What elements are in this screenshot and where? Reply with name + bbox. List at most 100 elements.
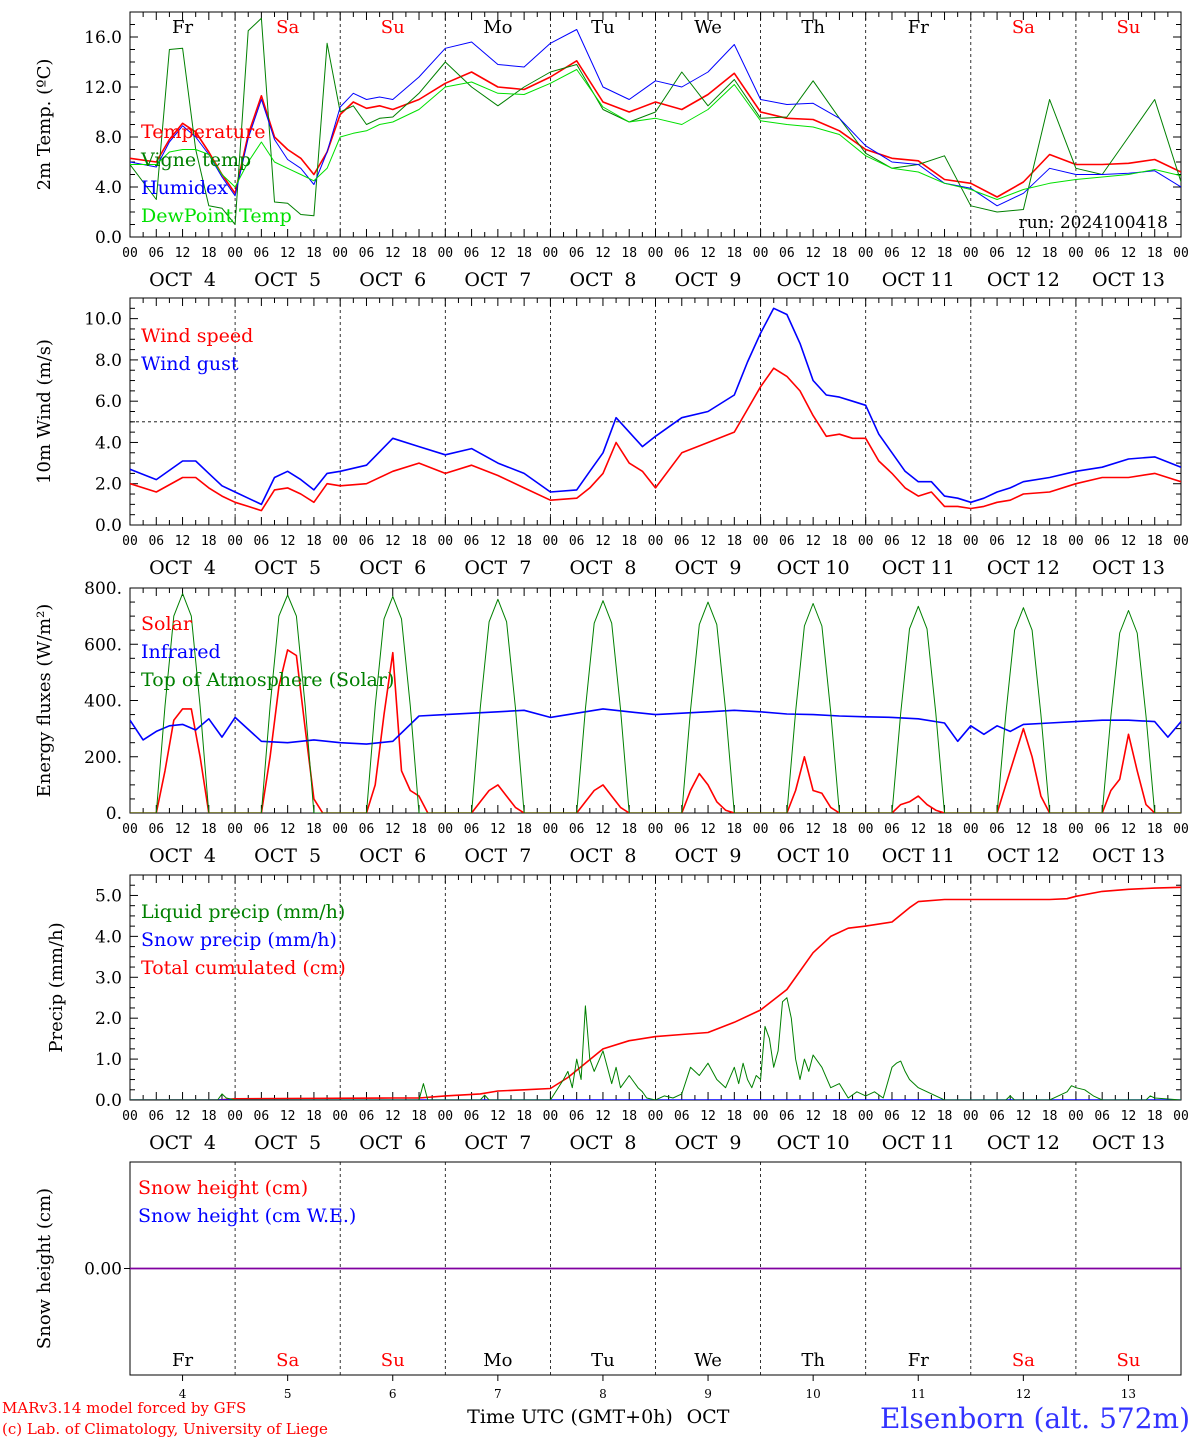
- weekday-label: Th: [801, 1350, 825, 1371]
- weekday-label: Mo: [483, 1350, 512, 1371]
- series-line-temperature: [130, 59, 1181, 198]
- hour-tick-label: 18: [832, 534, 848, 549]
- hour-tick-label: 12: [1121, 534, 1137, 549]
- date-label: OCT 13: [1092, 1132, 1165, 1154]
- hour-tick-label: 00: [963, 1109, 979, 1124]
- date-label: OCT 13: [1092, 845, 1165, 867]
- hour-tick-label: 12: [595, 822, 611, 837]
- day-number: 11: [911, 1387, 926, 1401]
- date-label: OCT 12: [987, 269, 1060, 291]
- hour-tick-label: 06: [464, 246, 480, 261]
- y-tick-label: 2.0: [95, 1009, 122, 1029]
- hour-tick-label: 12: [910, 822, 926, 837]
- hour-tick-label: 12: [1016, 822, 1032, 837]
- hour-tick-label: 12: [805, 822, 821, 837]
- hour-tick-label: 06: [359, 534, 375, 549]
- run-label: run: 2024100418: [1019, 213, 1168, 233]
- date-label: OCT 6: [359, 1132, 426, 1154]
- hour-tick-label: 00: [332, 246, 348, 261]
- hour-tick-label: 06: [674, 246, 690, 261]
- hour-tick-label: 12: [175, 1109, 191, 1124]
- date-label: OCT 10: [777, 1132, 850, 1154]
- hour-tick-label: 18: [1147, 246, 1163, 261]
- date-label: OCT 12: [987, 1132, 1060, 1154]
- hour-tick-label: 06: [884, 1109, 900, 1124]
- hour-tick-label: 00: [227, 534, 243, 549]
- hour-tick-label: 00: [1068, 534, 1084, 549]
- hour-tick-label: 00: [753, 246, 769, 261]
- hour-tick-label: 18: [306, 534, 322, 549]
- hour-tick-label: 00: [753, 534, 769, 549]
- series-layer: [130, 307, 1181, 512]
- hour-tick-label: 18: [201, 534, 217, 549]
- hour-tick-label: 00: [963, 246, 979, 261]
- hour-tick-label: 00: [543, 534, 559, 549]
- hour-tick-label: 00: [543, 246, 559, 261]
- hour-tick-label: 00: [858, 246, 874, 261]
- hour-tick-label: 06: [464, 1109, 480, 1124]
- hour-tick-label: 12: [280, 246, 296, 261]
- date-label: OCT 8: [569, 269, 636, 291]
- hour-tick-label: 12: [595, 534, 611, 549]
- weekday-label: Fr: [908, 17, 929, 38]
- date-label: OCT 4: [149, 1132, 216, 1154]
- y-axis-label: 10m Wind (m/s): [34, 339, 55, 484]
- date-label: OCT 11: [882, 557, 955, 579]
- weekday-label: We: [694, 1350, 722, 1371]
- date-label: OCT 7: [464, 269, 531, 291]
- hour-tick-label: 18: [516, 246, 532, 261]
- hour-tick-label: 12: [490, 822, 506, 837]
- hour-tick-label: 18: [832, 1109, 848, 1124]
- date-label: OCT 10: [777, 557, 850, 579]
- hour-tick-label: 12: [175, 534, 191, 549]
- hour-tick-label: 00: [543, 822, 559, 837]
- hour-tick-label: 06: [674, 534, 690, 549]
- hour-tick-label: 00: [858, 822, 874, 837]
- hour-tick-label: 06: [779, 822, 795, 837]
- hour-tick-label: 18: [411, 534, 427, 549]
- hour-tick-label: 00: [648, 534, 664, 549]
- hour-tick-label: 18: [201, 822, 217, 837]
- chart-panel-4: 0.0 1.0 2.0 3.0 4.0 5.0 Precip (mm/h) Liquid pr…: [46, 874, 1189, 1154]
- hour-tick-label: 18: [621, 246, 637, 261]
- hour-tick-label: 06: [359, 246, 375, 261]
- model-credit: MARv3.14 model forced by GFS: [2, 1399, 246, 1417]
- weekday-label: We: [694, 17, 722, 38]
- hour-tick-label: 18: [621, 822, 637, 837]
- hour-tick-label: 18: [411, 822, 427, 837]
- date-label: OCT 4: [149, 557, 216, 579]
- series-layer: [130, 17, 1181, 225]
- hour-tick-label: 18: [201, 246, 217, 261]
- series-layer: [130, 593, 1181, 813]
- date-label: OCT 9: [675, 269, 742, 291]
- hour-tick-label: 18: [937, 822, 953, 837]
- hour-tick-label: 00: [648, 822, 664, 837]
- legend-entry: Top of Atmosphere (Solar): [141, 669, 394, 691]
- y-axis-label: Precip (mm/h): [46, 922, 67, 1052]
- hour-tick-label: 06: [148, 822, 164, 837]
- hour-tick-label: 18: [726, 246, 742, 261]
- y-tick-label: 10.0: [84, 310, 122, 330]
- day-number: 7: [494, 1387, 502, 1401]
- hour-tick-label: 00: [1173, 534, 1189, 549]
- date-label: OCT 9: [675, 845, 742, 867]
- plot-frame: [129, 587, 1182, 814]
- hour-tick-label: 00: [437, 822, 453, 837]
- hour-tick-label: 18: [1042, 1109, 1058, 1124]
- hour-tick-label: 00: [1173, 822, 1189, 837]
- hour-tick-label: 18: [516, 1109, 532, 1124]
- y-tick-label: 5.0: [95, 886, 122, 906]
- hour-tick-label: 12: [805, 246, 821, 261]
- y-tick-label: 0.0: [95, 228, 122, 248]
- hour-tick-label: 06: [989, 534, 1005, 549]
- station-title: Elsenborn (alt. 572m): [880, 1402, 1190, 1435]
- hour-tick-label: 06: [1094, 534, 1110, 549]
- hour-tick-label: 00: [437, 246, 453, 261]
- hour-tick-label: 12: [910, 534, 926, 549]
- hour-tick-label: 00: [1068, 246, 1084, 261]
- hour-tick-label: 00: [753, 822, 769, 837]
- weekday-label: Su: [1116, 1350, 1140, 1371]
- hour-tick-label: 06: [674, 1109, 690, 1124]
- y-tick-label: 200.: [84, 748, 122, 768]
- date-label: OCT 9: [675, 1132, 742, 1154]
